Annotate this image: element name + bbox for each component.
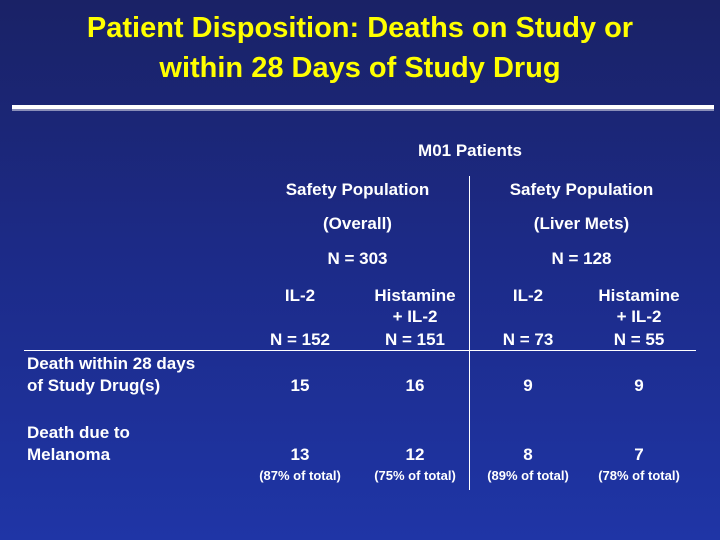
arm-header-4: Histamine — [598, 286, 680, 305]
table-cell: 16 — [405, 376, 425, 395]
arm-header-4-n: N = 55 — [613, 330, 665, 349]
table-cell: 9 — [523, 376, 533, 395]
header-divider — [24, 350, 696, 351]
row-label-death-28-days-line2: of Study Drug(s) — [27, 376, 161, 395]
table-cell: 9 — [634, 376, 644, 395]
arm-header-2: Histamine — [374, 286, 456, 305]
table-cell: 7 — [634, 445, 644, 464]
arm-header-2-n: N = 151 — [384, 330, 445, 349]
group-header-overall-line2: (Overall) — [323, 214, 392, 233]
row-label-death-28-days-line1: Death within 28 days — [27, 354, 196, 373]
slide-title: Patient Disposition: Deaths on Study or … — [0, 8, 720, 88]
group-header-liver-line2: (Liver Mets) — [533, 214, 630, 233]
arm-header-3: IL-2 — [512, 286, 544, 305]
arm-header-1: IL-2 — [284, 286, 316, 305]
title-divider — [12, 105, 714, 111]
row-label-melanoma-line1: Death due to — [27, 423, 130, 442]
group-header-overall-line1: Safety Population — [285, 180, 430, 199]
table-cell: 8 — [523, 445, 533, 464]
arm-header-1-n: N = 152 — [269, 330, 330, 349]
table-note: (78% of total) — [598, 468, 680, 483]
table-note: (75% of total) — [374, 468, 456, 483]
group-header-liver-n: N = 128 — [551, 249, 612, 268]
arm-header-4-line2: + IL-2 — [616, 307, 662, 326]
column-divider — [469, 176, 470, 490]
table-cell: 13 — [290, 445, 310, 464]
arm-header-3-n: N = 73 — [502, 330, 554, 349]
group-header-liver-line1: Safety Population — [509, 180, 654, 199]
title-line-2: within 28 Days of Study Drug — [159, 52, 561, 84]
table-cell: 12 — [405, 445, 425, 464]
table-caption: M01 Patients — [418, 141, 522, 160]
row-label-melanoma-line2: Melanoma — [27, 445, 111, 464]
group-header-overall-n: N = 303 — [327, 249, 388, 268]
table-note: (87% of total) — [259, 468, 341, 483]
table-cell: 15 — [290, 376, 310, 395]
title-line-1: Patient Disposition: Deaths on Study or — [86, 12, 634, 44]
table-note: (89% of total) — [487, 468, 569, 483]
arm-header-2-line2: + IL-2 — [392, 307, 438, 326]
